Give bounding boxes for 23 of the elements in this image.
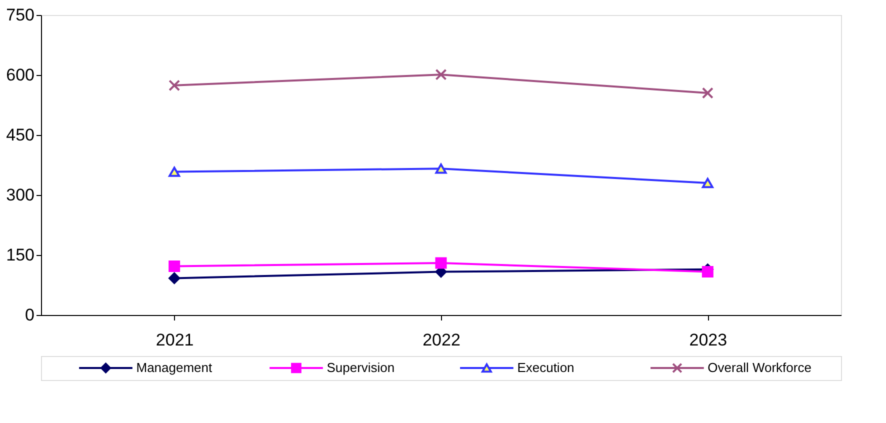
y-tick-label: 750 (6, 6, 34, 24)
legend-label: Management (136, 360, 213, 375)
y-tick-label: 150 (6, 246, 34, 264)
point (702, 87, 714, 99)
x-tick-label: 2023 (689, 330, 728, 350)
x-tick-label: 2022 (422, 330, 460, 350)
legend-label: Supervision (326, 360, 395, 375)
y-tick-label: 300 (6, 186, 34, 204)
point (435, 163, 447, 174)
point (168, 260, 180, 272)
y-tick-label: 0 (25, 306, 34, 324)
point (168, 166, 180, 177)
y-tick-label: 600 (6, 66, 34, 84)
point (702, 178, 714, 188)
point (168, 272, 180, 284)
legend-label: Execution (517, 360, 574, 375)
legend-label: Overall Workforce (708, 360, 812, 375)
point (168, 80, 180, 92)
y-tick-label: 450 (6, 126, 34, 144)
point (435, 68, 447, 80)
point (702, 266, 714, 278)
point (435, 257, 447, 269)
x-tick-label: 2021 (156, 330, 194, 350)
